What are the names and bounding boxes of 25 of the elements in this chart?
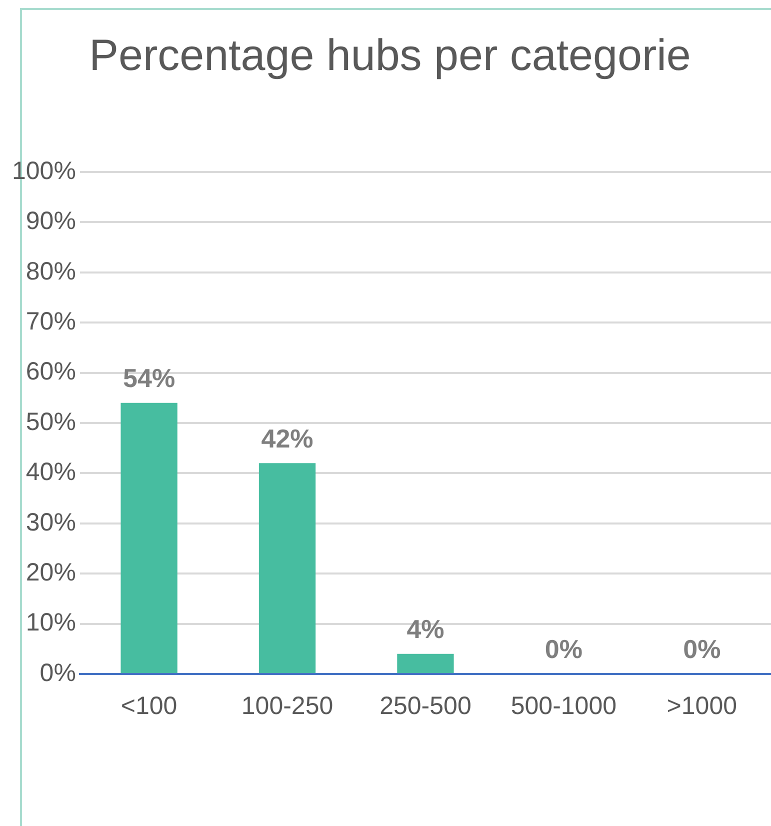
data-label: 4% [406,614,444,644]
y-tick-label: 60% [26,358,76,386]
x-tick-label: >1000 [666,692,738,720]
y-tick-label: 0% [40,658,76,687]
bar [258,463,316,673]
x-tick-label: 100-250 [241,692,334,720]
x-tick-label: 500-1000 [510,692,617,720]
y-tick-label: 90% [26,207,76,236]
x-tick-label: <100 [120,692,178,720]
y-tick-label: 40% [26,458,76,486]
y-tick-label: 10% [26,608,76,637]
x-tick-label: 250-500 [380,692,472,720]
data-label: 0% [683,634,721,664]
data-label: 42% [261,423,314,454]
y-tick-label: 50% [26,408,76,436]
data-label: 54% [123,363,176,394]
data-label: 0% [544,634,582,664]
bar [397,654,454,673]
y-tick-label: 30% [26,508,76,536]
chart-title: Percentage hubs per categorie [88,30,692,82]
y-tick-label: 80% [26,257,76,286]
y-tick-label: 20% [26,558,76,586]
y-tick-label: 100% [12,156,76,185]
bar [120,402,178,673]
y-tick-label: 70% [26,307,76,336]
